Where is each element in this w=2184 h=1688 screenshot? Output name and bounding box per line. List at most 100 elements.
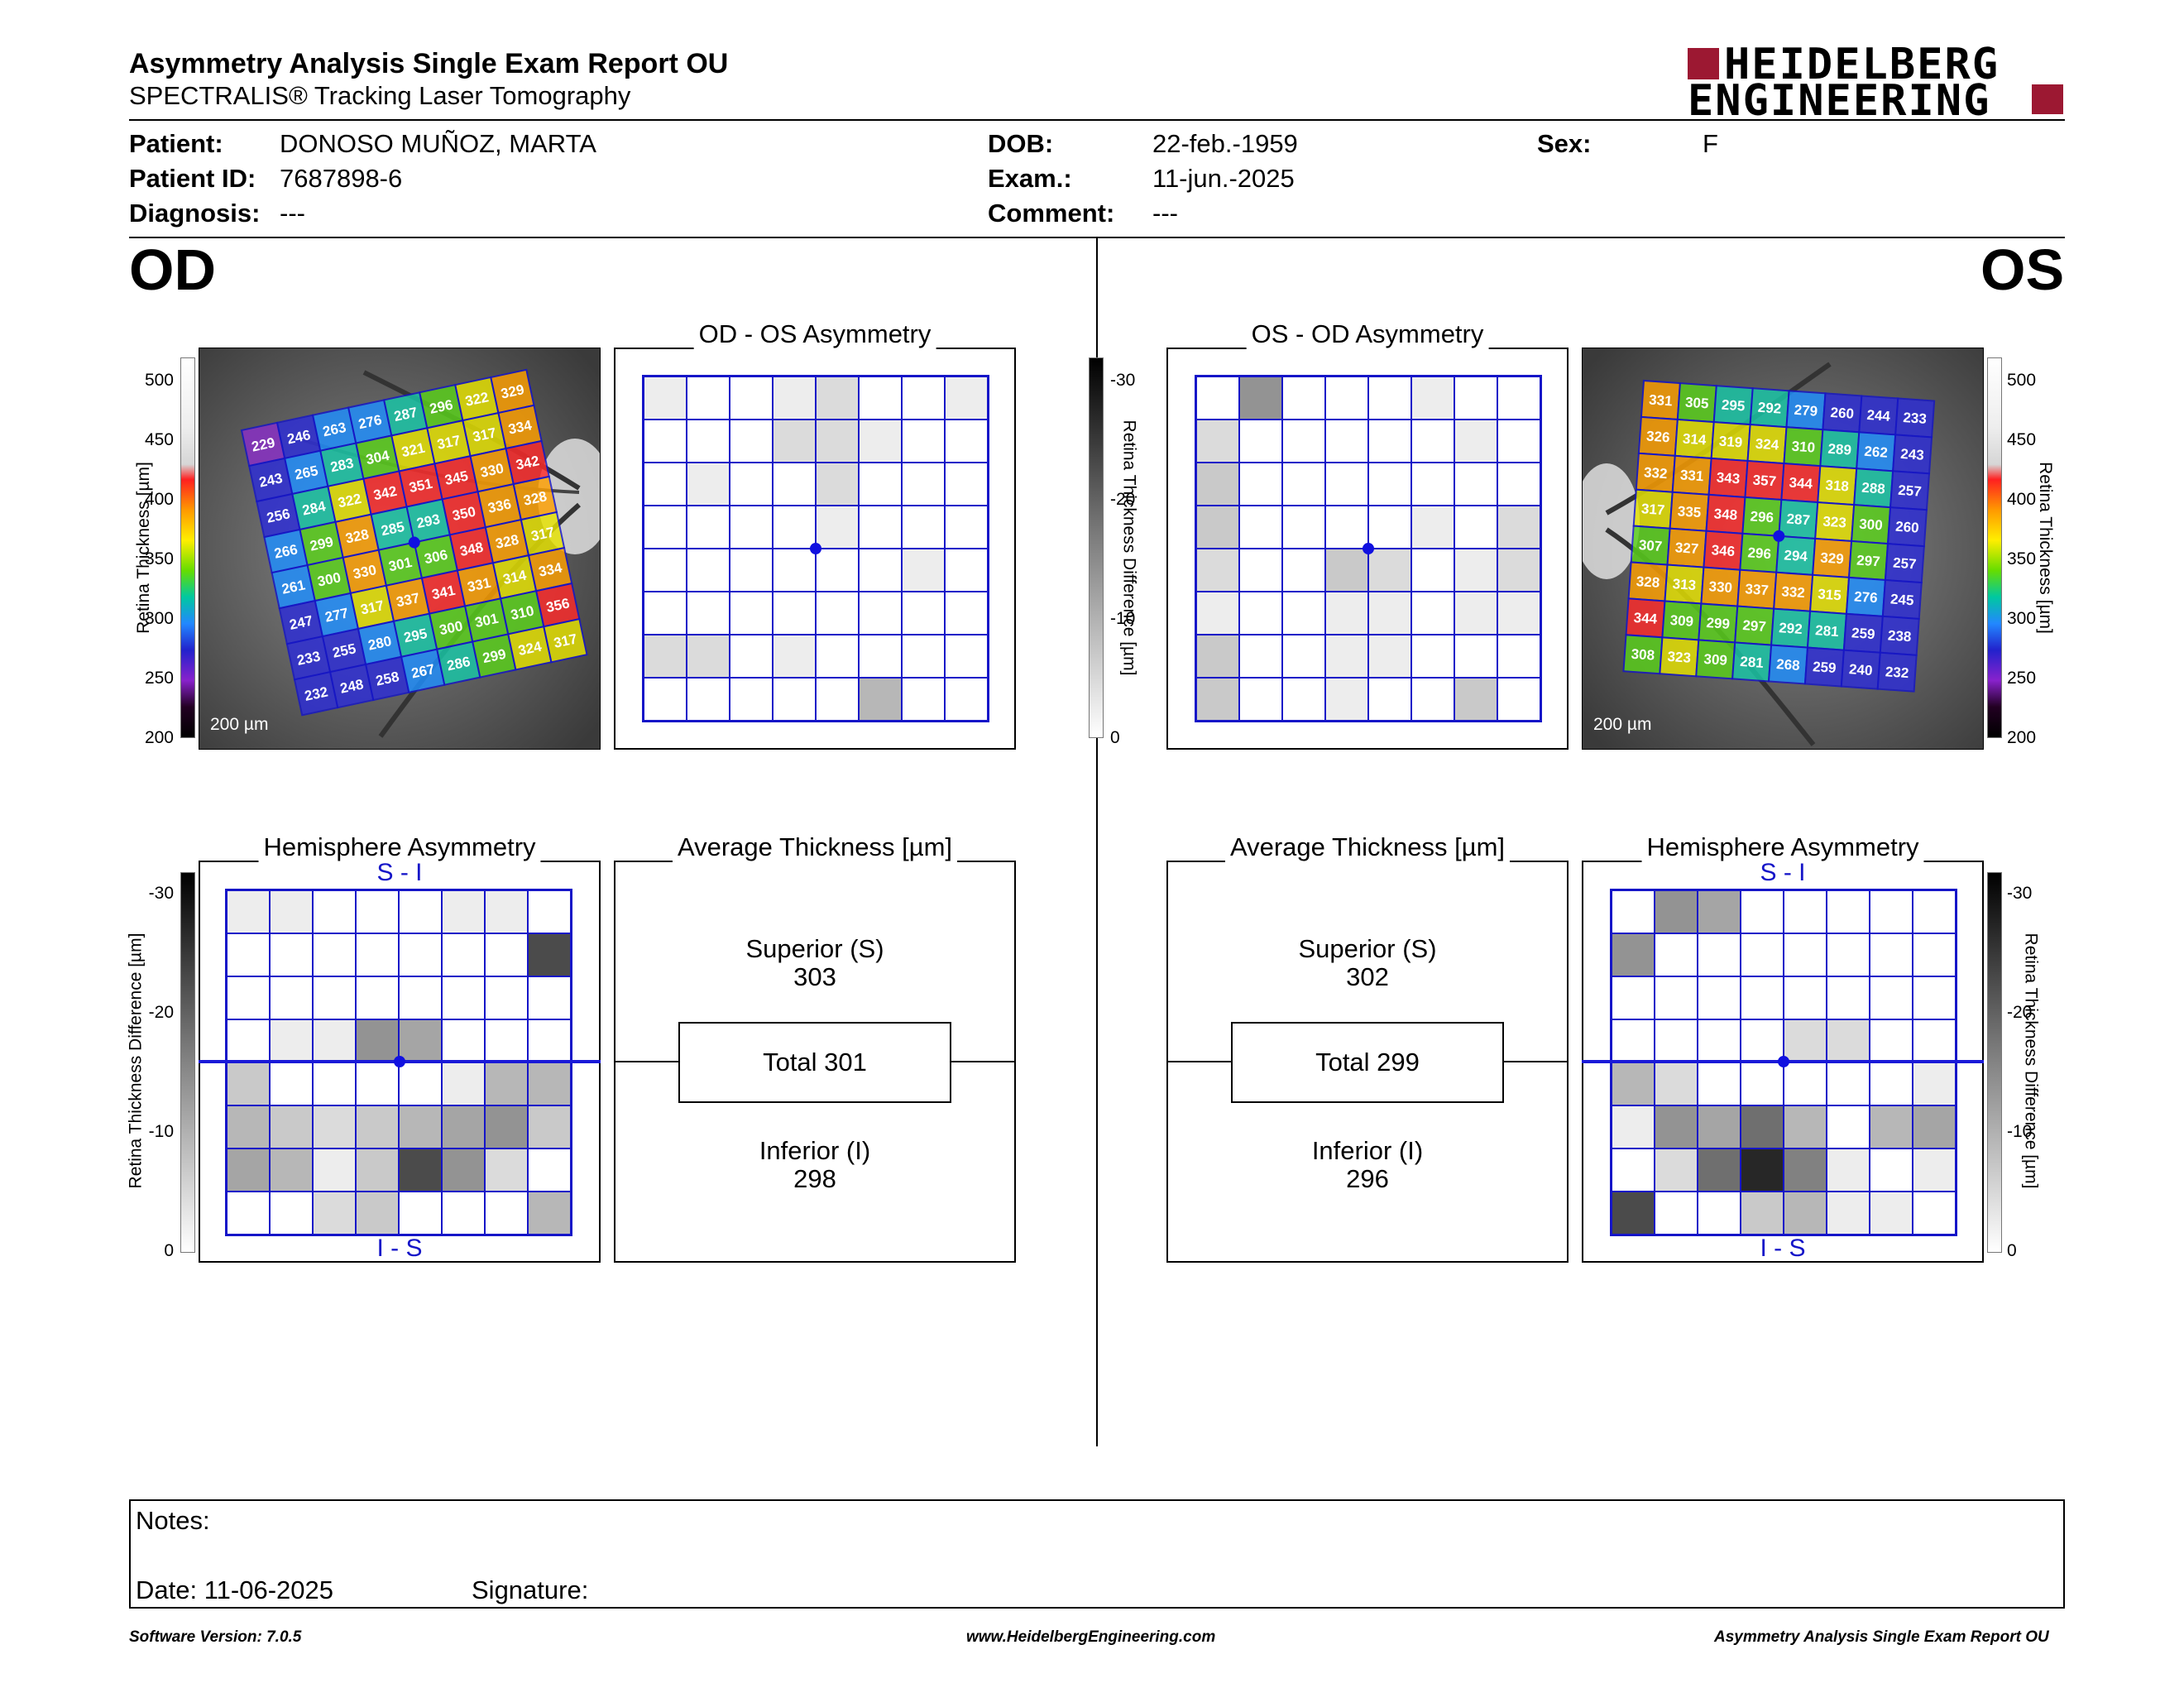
grid-cell	[1282, 376, 1325, 420]
grid-cell	[1655, 1149, 1698, 1192]
thickness-cell	[1876, 651, 1918, 693]
grid-cell	[859, 635, 902, 678]
thickness-value: 332	[1643, 464, 1668, 482]
grid-cell	[1196, 592, 1239, 635]
grid-cell	[528, 1149, 571, 1192]
thickness-value: 305	[1684, 395, 1709, 412]
grid-cell	[227, 1062, 270, 1105]
grid-cell	[1325, 463, 1368, 506]
patient-id-value: 7687898-6	[280, 164, 403, 193]
od-scale-bar-label: 200 µm	[210, 715, 269, 734]
scale-tick: -10	[1110, 609, 1136, 628]
scale-tick: -10	[2007, 1122, 2033, 1141]
grid-cell	[1913, 976, 1956, 1019]
signature-label: Signature:	[472, 1575, 589, 1604]
grid-cell	[1454, 549, 1497, 592]
grid-cell	[1827, 890, 1870, 933]
center-difference-axis-label: Retina Thickness Difference [µm]	[1119, 420, 1139, 676]
grid-cell	[442, 1019, 485, 1062]
thickness-value: 232	[1885, 664, 1909, 681]
grid-cell	[1325, 420, 1368, 463]
dob-value: 22-feb.-1959	[1152, 129, 1298, 158]
od-fundus-image: 229 246 263 276 287 296 322 329 243 265 283 304 321 3…	[199, 348, 601, 750]
grid-cell	[270, 1149, 313, 1192]
grid-cell	[270, 933, 313, 976]
grid-cell	[1612, 1105, 1655, 1149]
thickness-value: 335	[1677, 503, 1702, 520]
grid-cell	[902, 506, 945, 549]
thickness-value: 343	[1716, 469, 1741, 487]
os-difference-colorbar	[1987, 872, 2002, 1253]
grid-cell	[399, 890, 442, 933]
od-hemisphere-title: Hemisphere Asymmetry	[258, 832, 541, 862]
grid-cell	[1741, 1019, 1784, 1062]
grid-cell	[1870, 1105, 1913, 1149]
grid-cell	[816, 376, 859, 420]
grid-cell	[1196, 549, 1239, 592]
od-inferior-value: 298	[793, 1164, 836, 1193]
grid-cell	[1655, 890, 1698, 933]
grid-cell	[1827, 1149, 1870, 1192]
thickness-value: 307	[1638, 537, 1663, 554]
grid-cell	[313, 1192, 356, 1235]
thickness-value: 344	[1789, 475, 1813, 492]
od-superior-value: 303	[793, 962, 836, 991]
thickness-value: 287	[1786, 511, 1811, 528]
thickness-value: 329	[1820, 549, 1845, 567]
thickness-value: 294	[1784, 547, 1808, 564]
grid-cell	[859, 549, 902, 592]
grid-cell	[945, 678, 988, 721]
thickness-value: 299	[1706, 615, 1731, 632]
grid-cell	[1698, 976, 1741, 1019]
thickness-value: 257	[1893, 555, 1918, 573]
os-fundus-image: 331 305 295 292 279 260 244 233 326 314 319 324 310 2…	[1582, 348, 1984, 750]
os-asymmetry-title: OS - OD Asymmetry	[1246, 319, 1489, 349]
sex-value: F	[1703, 129, 1718, 158]
grid-cell	[485, 1149, 528, 1192]
scale-tick: -20	[1110, 490, 1136, 509]
grid-cell	[313, 1105, 356, 1149]
os-fovea-marker	[1363, 543, 1374, 554]
grid-cell	[773, 420, 816, 463]
scale-tick: 300	[2007, 609, 2037, 628]
grid-cell	[902, 420, 945, 463]
logo-square-top	[1688, 48, 1719, 79]
grid-cell	[528, 1019, 571, 1062]
grid-cell	[1741, 976, 1784, 1019]
grid-cell	[1282, 678, 1325, 721]
grid-cell	[1612, 1149, 1655, 1192]
grid-cell	[945, 463, 988, 506]
grid-cell	[528, 1062, 571, 1105]
thickness-value: 332	[1781, 583, 1806, 601]
grid-cell	[1196, 420, 1239, 463]
grid-cell	[1741, 890, 1784, 933]
thickness-value: 288	[1861, 480, 1886, 497]
thickness-value: 327	[1674, 539, 1699, 557]
website-link[interactable]: www.HeidelbergEngineering.com	[966, 1628, 1216, 1646]
grid-cell	[859, 376, 902, 420]
grid-cell	[313, 1019, 356, 1062]
grid-cell	[1497, 592, 1540, 635]
grid-cell	[859, 506, 902, 549]
grid-cell	[902, 678, 945, 721]
grid-cell	[1239, 376, 1282, 420]
thickness-value: 330	[1708, 578, 1733, 596]
grid-cell	[859, 463, 902, 506]
thickness-value: 295	[1721, 397, 1746, 415]
grid-cell	[945, 420, 988, 463]
os-eye-label: OS	[1980, 237, 2065, 302]
scale-tick: 300	[144, 609, 174, 628]
thickness-value: 292	[1757, 400, 1782, 417]
od-inferior-label: Inferior (I)	[759, 1136, 871, 1165]
thickness-value: 243	[1900, 446, 1925, 463]
grid-cell	[902, 592, 945, 635]
grid-cell	[1368, 376, 1411, 420]
thickness-value: 331	[1679, 467, 1704, 484]
grid-cell	[227, 976, 270, 1019]
grid-cell	[399, 1149, 442, 1192]
grid-cell	[1196, 506, 1239, 549]
grid-cell	[1784, 890, 1827, 933]
grid-cell	[730, 463, 773, 506]
grid-cell	[485, 890, 528, 933]
